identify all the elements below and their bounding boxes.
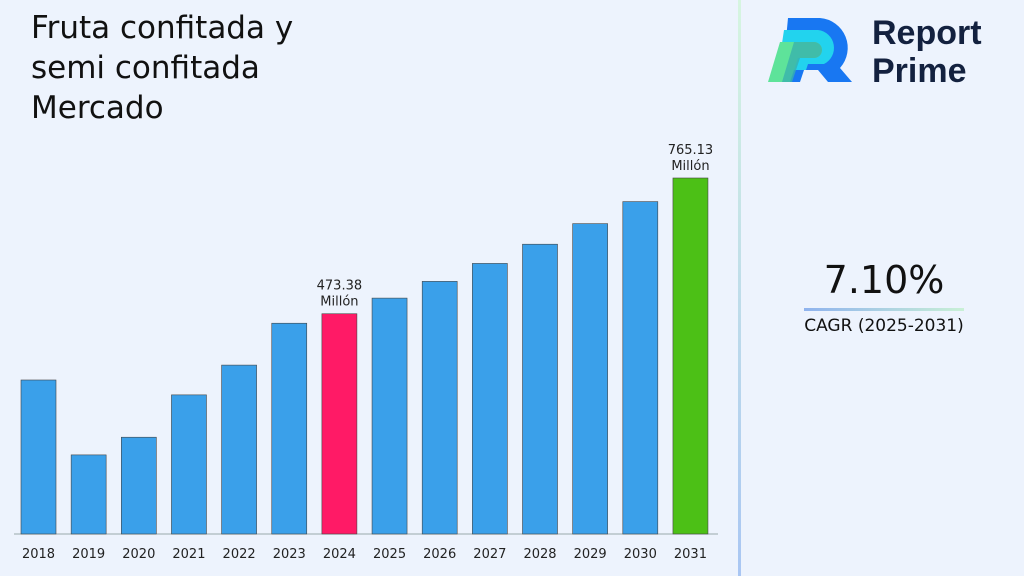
x-tick-label: 2019 [72, 547, 105, 562]
x-tick-label: 2027 [473, 547, 506, 562]
x-tick-label: 2025 [373, 547, 406, 562]
bar-2027 [472, 263, 508, 535]
bar-2028 [522, 243, 558, 535]
bar-2029 [572, 223, 608, 535]
x-tick-label: 2026 [423, 547, 456, 562]
cagr-underline [804, 308, 964, 311]
bar-2025 [371, 297, 408, 535]
bar-2030 [622, 201, 659, 535]
bar-2022 [221, 364, 257, 535]
bar-2019 [70, 454, 107, 535]
x-tick-label: 2030 [624, 547, 657, 562]
report-prime-logo [768, 18, 852, 82]
chart-title: Fruta confitada y semi confitada Mercado [31, 10, 294, 126]
x-tick-label: 2021 [172, 547, 205, 562]
bar-2024 [321, 313, 358, 535]
bar-chart: 2018 2019 2020 2021 2022 2023 2024473.38Millón… [14, 143, 718, 562]
x-tick-label: 2022 [223, 547, 256, 562]
bar-2018 [20, 379, 57, 535]
data-label-unit: Millón [671, 159, 709, 174]
data-label-value: 473.38 [317, 279, 363, 294]
bar-2031 [672, 177, 709, 535]
bar-2023 [271, 322, 308, 535]
x-tick-label: 2024 [323, 547, 356, 562]
x-tick-label: 2020 [122, 547, 155, 562]
x-tick-label: 2029 [574, 547, 607, 562]
bar-2026 [421, 281, 458, 535]
divider [738, 0, 741, 576]
x-tick-label: 2031 [674, 547, 707, 562]
bar-2020 [121, 436, 157, 535]
x-tick-label: 2023 [273, 547, 306, 562]
cagr-value: 7.10% [823, 258, 945, 302]
data-label-value: 765.13 [668, 143, 714, 158]
brand-line1: Report [872, 14, 982, 52]
x-tick-label: 2018 [22, 547, 55, 562]
data-label-unit: Millón [320, 295, 358, 310]
brand-line2: Prime [872, 52, 967, 90]
x-tick-label: 2028 [523, 547, 556, 562]
bar-2021 [171, 394, 207, 535]
cagr-label: CAGR (2025-2031) [804, 316, 964, 336]
